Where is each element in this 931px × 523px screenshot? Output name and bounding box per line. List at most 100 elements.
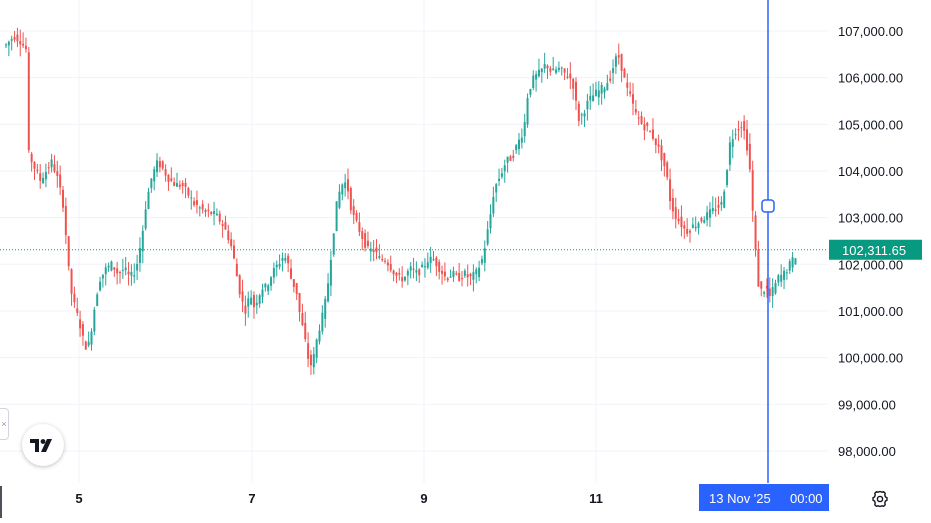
candle-body xyxy=(230,239,233,247)
candle-body xyxy=(657,144,660,147)
y-tick-label: 102,000.00 xyxy=(838,257,903,272)
candle-body xyxy=(751,170,754,211)
crosshair-handle[interactable] xyxy=(761,199,775,213)
candle-body xyxy=(577,103,580,121)
candle-body xyxy=(589,95,592,101)
candle-body xyxy=(594,89,597,96)
crosshair xyxy=(761,0,775,483)
candle-body xyxy=(726,170,729,186)
candle-body xyxy=(201,204,204,210)
candle-body xyxy=(295,283,298,295)
candle-body xyxy=(158,161,161,168)
candle-body xyxy=(329,259,332,286)
candle-body xyxy=(386,262,389,266)
candle-body xyxy=(723,191,726,208)
candle-body xyxy=(50,159,53,168)
candle-body xyxy=(765,285,768,289)
candle-body xyxy=(612,68,615,73)
candle-body xyxy=(475,269,478,275)
candle-body xyxy=(90,331,93,345)
candle-body xyxy=(181,183,184,187)
candle-body xyxy=(153,169,156,182)
candle-body xyxy=(432,259,435,261)
candle-body xyxy=(178,184,181,187)
candle-body xyxy=(543,63,546,69)
candle-body xyxy=(375,247,378,253)
candle-body xyxy=(161,161,164,169)
crosshair-date-badge xyxy=(699,484,829,511)
candle-body xyxy=(452,271,455,278)
price-axis[interactable]: 107,000.00 106,000.00 105,000.00 104,000.00… xyxy=(838,24,903,459)
candle-body xyxy=(361,231,364,239)
candle-body xyxy=(33,162,36,169)
candle-body xyxy=(532,75,535,88)
candle-body xyxy=(708,209,711,218)
candle-body xyxy=(275,264,278,268)
candle-body xyxy=(73,293,76,303)
candle-body xyxy=(483,248,486,263)
candle-body xyxy=(264,283,267,288)
crosshair-date-label: 13 Nov '25 xyxy=(709,491,771,506)
candle-body xyxy=(384,260,387,262)
candle-body xyxy=(472,272,475,280)
settings-button[interactable] xyxy=(868,487,892,511)
candle-body xyxy=(130,272,133,276)
y-tick-label: 101,000.00 xyxy=(838,304,903,319)
candle-body xyxy=(127,271,130,275)
candle-body xyxy=(318,330,321,342)
candle-body xyxy=(640,115,643,124)
candle-body xyxy=(617,55,620,58)
candle-body xyxy=(287,255,290,264)
candle-body xyxy=(603,88,606,93)
candle-body xyxy=(666,162,669,178)
candle-body xyxy=(794,258,797,265)
close-icon[interactable]: × xyxy=(1,419,7,429)
candle-body xyxy=(404,276,406,281)
side-panel-toggle[interactable]: × xyxy=(0,408,9,440)
candle-body xyxy=(321,312,324,332)
candle-body xyxy=(170,178,173,181)
candle-body xyxy=(290,268,292,279)
candle-body xyxy=(267,285,270,292)
candle-body xyxy=(284,258,287,261)
candle-body xyxy=(332,233,335,255)
candle-body xyxy=(113,267,116,270)
candle-body xyxy=(121,269,124,271)
candle-body xyxy=(446,278,449,281)
candle-body xyxy=(563,68,566,73)
candle-body xyxy=(227,230,230,240)
candle-body xyxy=(19,41,22,45)
candle-body xyxy=(523,122,526,137)
x-tick-label: 11 xyxy=(589,491,603,506)
candle-body xyxy=(694,226,697,229)
candle-body xyxy=(421,264,424,268)
candle-body xyxy=(757,249,760,287)
candle-body xyxy=(700,217,703,222)
candle-body xyxy=(56,171,59,176)
candle-body xyxy=(358,222,361,232)
candle-body xyxy=(418,269,421,276)
candle-body xyxy=(737,129,740,131)
candle-body xyxy=(614,56,617,67)
candle-body xyxy=(7,41,10,46)
candle-body xyxy=(81,324,84,336)
candle-body xyxy=(167,174,170,182)
candle-body xyxy=(213,211,216,215)
candle-body xyxy=(344,182,347,189)
time-axis[interactable]: 5 7 9 11 xyxy=(0,483,931,518)
candle-body xyxy=(412,268,415,270)
candle-body xyxy=(389,263,392,271)
candle-body xyxy=(683,225,686,229)
candle-body xyxy=(549,68,552,72)
candle-body xyxy=(307,343,310,359)
tradingview-logo[interactable] xyxy=(22,424,64,466)
y-tick-label: 107,000.00 xyxy=(838,24,903,39)
candle-body xyxy=(734,134,737,136)
y-tick-label: 99,000.00 xyxy=(838,397,896,412)
candle-body xyxy=(184,182,187,187)
candle-body xyxy=(244,305,247,314)
candle-body xyxy=(537,69,540,77)
candle-body xyxy=(703,220,706,223)
candle-body xyxy=(341,184,344,195)
